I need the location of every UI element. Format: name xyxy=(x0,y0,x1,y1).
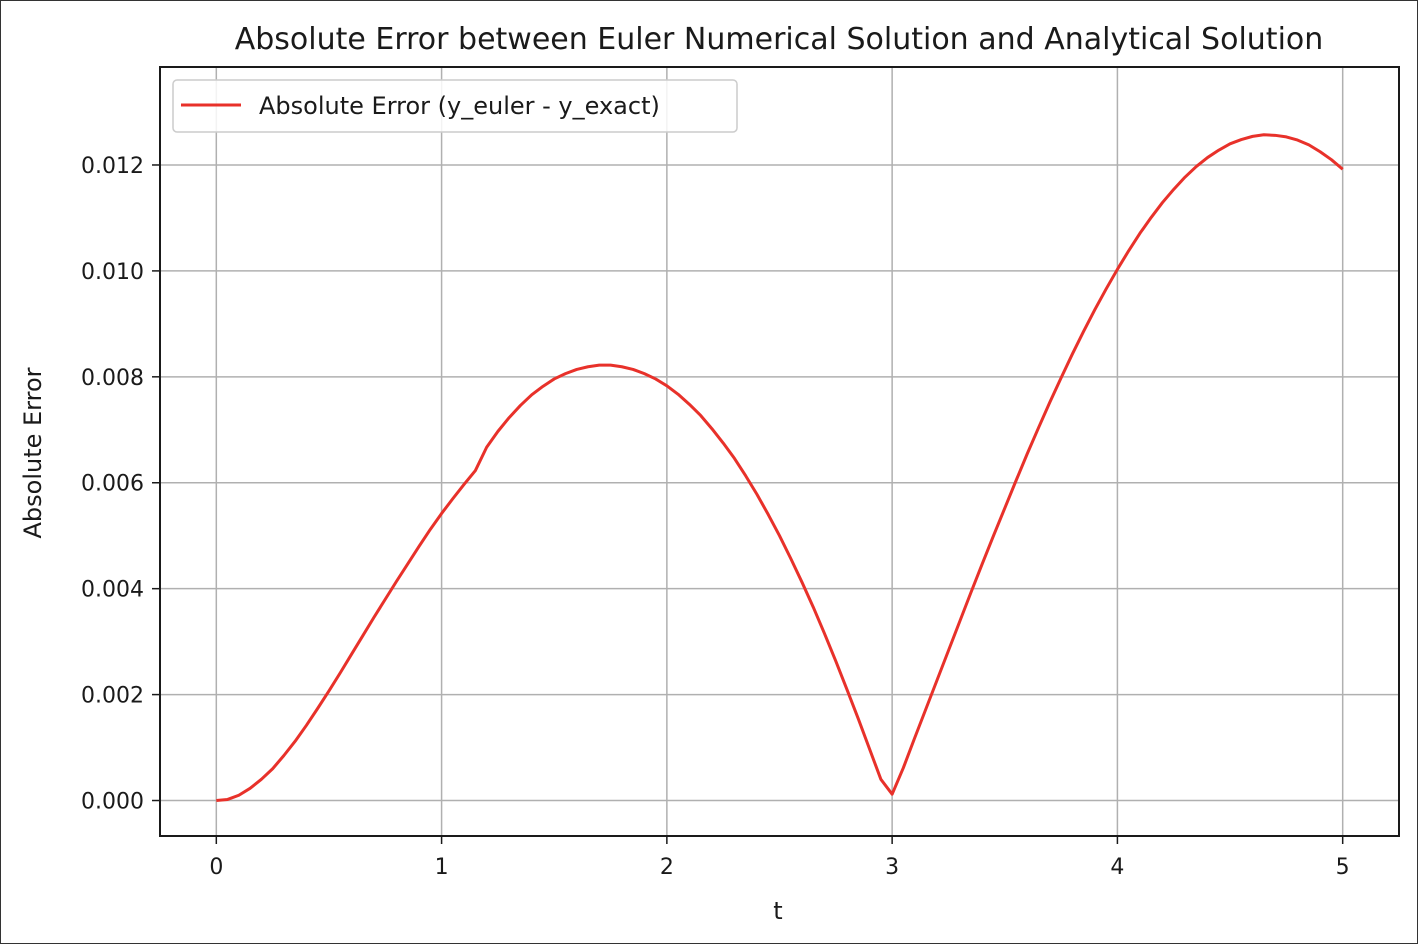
plot-area-border xyxy=(159,66,1400,837)
y-tick-label: 0.010 xyxy=(81,260,144,285)
y-axis-ticks: 0.000 0.002 0.004 0.006 0.008 0.010 0.012 xyxy=(81,154,160,815)
legend-entry-label: Absolute Error (y_euler - y_exact) xyxy=(259,92,660,120)
legend-box xyxy=(172,79,738,133)
x-tick-label: 5 xyxy=(1336,855,1350,880)
x-tick-label: 0 xyxy=(209,855,223,880)
y-tick-label: 0.002 xyxy=(81,684,144,709)
x-tick-label: 3 xyxy=(885,855,899,880)
x-tick-label: 2 xyxy=(660,855,674,880)
x-tick-label: 4 xyxy=(1110,855,1124,880)
y-axis-label: Absolute Error xyxy=(19,367,47,538)
y-tick-label: 0.012 xyxy=(81,154,144,179)
y-tick-label: 0.008 xyxy=(81,366,144,391)
series-line-0 xyxy=(216,133,1344,803)
y-tick-label: 0.000 xyxy=(81,790,144,815)
y-tick-label: 0.004 xyxy=(81,578,144,603)
grid-lines xyxy=(160,67,1399,836)
x-tick-label: 1 xyxy=(435,855,449,880)
y-tick-label: 0.006 xyxy=(81,472,144,497)
chart-title: Absolute Error between Euler Numerical S… xyxy=(235,22,1324,57)
x-axis-ticks: 0 1 2 3 4 5 xyxy=(209,836,1350,880)
legend: Absolute Error (y_euler - y_exact) xyxy=(172,79,738,133)
series-layer xyxy=(216,133,1344,803)
x-axis-label: t xyxy=(773,897,782,925)
